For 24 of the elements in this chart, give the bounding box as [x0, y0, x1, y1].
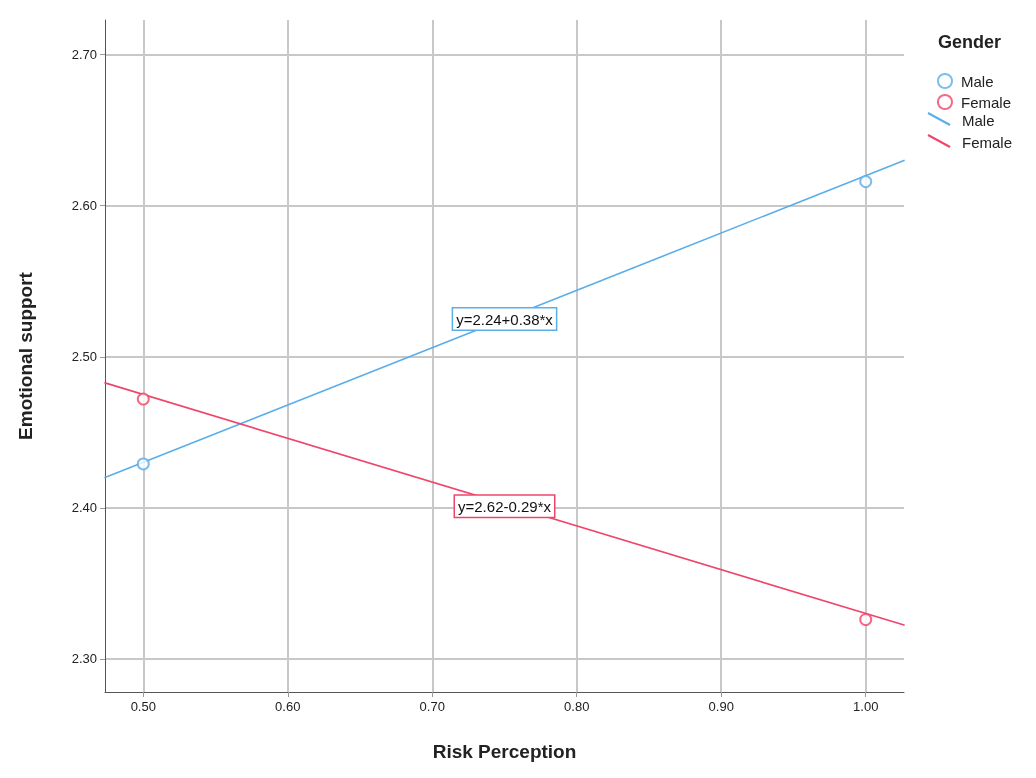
- y-tick-label: 2.60: [71, 198, 97, 214]
- x-axis-title: Risk Perception: [432, 741, 577, 762]
- y-tick-label: 2.50: [71, 349, 97, 365]
- legend-label: Female: [962, 133, 1013, 151]
- point: [859, 613, 873, 627]
- y-tick-label: 2.30: [71, 651, 97, 667]
- x-tick-label: 0.60: [275, 699, 301, 714]
- legend-label: Male: [962, 111, 995, 129]
- x-tick-label: 0.90: [708, 699, 734, 714]
- point: [136, 392, 150, 406]
- point: [136, 457, 150, 471]
- y-axis-title: Emotional support: [15, 271, 36, 440]
- x-tick-label: 1.00: [853, 699, 879, 714]
- legend-title: Gender: [937, 32, 1002, 52]
- annotation: y=2.24+0.38*x: [456, 310, 554, 328]
- x-tick-label: 0.70: [419, 699, 445, 714]
- x-tick-label: 0.80: [564, 699, 590, 714]
- point: [859, 175, 873, 189]
- annotation: y=2.62-0.29*x: [458, 497, 552, 515]
- y-tick-label: 2.70: [71, 47, 97, 63]
- x-tick-label: 0.50: [130, 699, 156, 714]
- legend-label: Female: [960, 93, 1012, 111]
- y-tick-label: 2.40: [71, 500, 97, 516]
- legend-label: Male: [960, 72, 994, 90]
